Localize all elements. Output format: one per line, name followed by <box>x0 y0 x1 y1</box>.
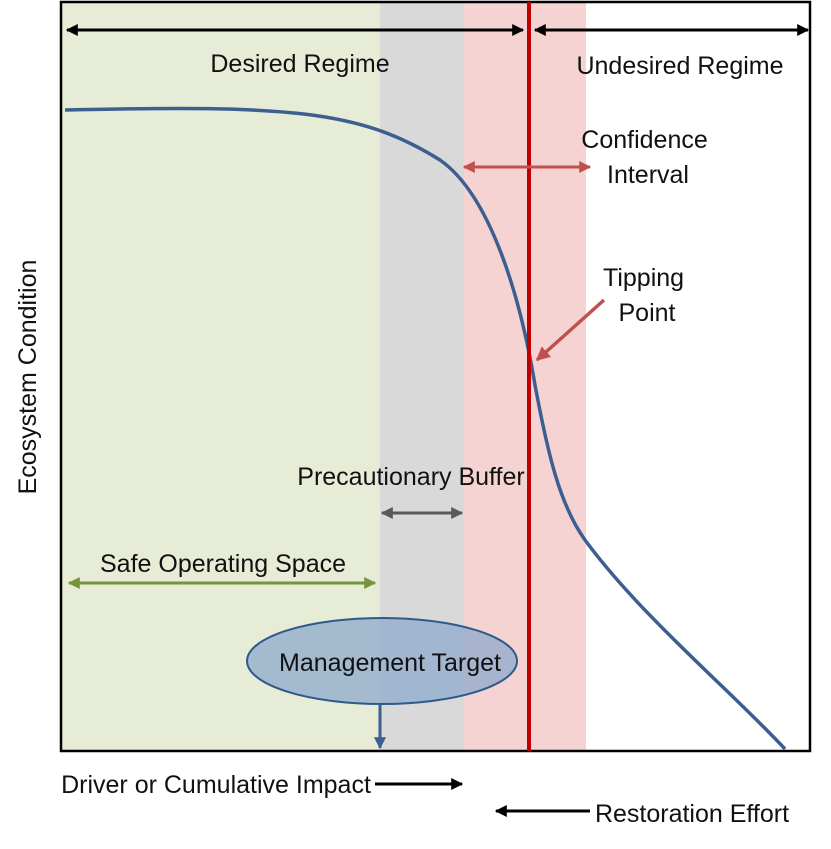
tipping-point-label: Tipping Point <box>603 264 691 327</box>
desired-regime-label: Desired Regime <box>210 50 389 78</box>
confidence-interval-line-1: Confidence <box>581 126 707 154</box>
safe-operating-space-label: Safe Operating Space <box>100 550 346 578</box>
confidence-interval-line-2: Interval <box>607 161 689 189</box>
confidence-interval-zone <box>464 2 586 751</box>
confidence-interval-label: Confidence Interval <box>581 126 714 189</box>
precautionary-buffer-label: Precautionary Buffer <box>297 463 524 491</box>
plot-frame <box>59 0 812 753</box>
management-target-ellipse <box>246 617 518 705</box>
x-axis-driver-label: Driver or Cumulative Impact <box>61 771 371 799</box>
tipping-point-line-2: Point <box>619 299 676 327</box>
y-axis-label: Ecosystem Condition <box>14 260 42 495</box>
tipping-point-line-1: Tipping <box>603 264 684 292</box>
undesired-regime-label: Undesired Regime <box>576 52 783 80</box>
tipping-point-arrow <box>535 298 606 362</box>
management-target-label: Management Target <box>279 649 501 677</box>
restoration-label: Restoration Effort <box>595 800 789 828</box>
